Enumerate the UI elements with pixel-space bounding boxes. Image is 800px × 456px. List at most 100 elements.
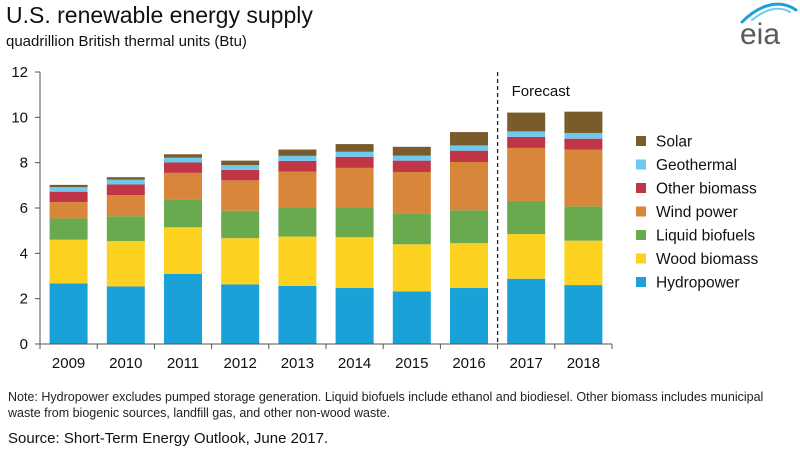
bar-wood-biomass-2014 (335, 237, 374, 289)
bar-hydropower-2012 (221, 284, 260, 344)
bar-solar-2009 (49, 184, 88, 188)
y-tick-label: 10 (11, 109, 28, 126)
bar-other-biomass-2015 (392, 160, 431, 172)
bar-other-biomass-2017 (507, 136, 546, 148)
bar-wood-biomass-2013 (278, 236, 317, 286)
bar-geothermal-2014 (335, 151, 374, 157)
bar-wood-biomass-2017 (507, 234, 546, 279)
legend-swatch (636, 206, 646, 217)
bar-solar-2017 (507, 112, 546, 132)
legend-label: Wood biomass (656, 251, 758, 268)
forecast-label: Forecast (512, 83, 571, 100)
bar-wind-power-2013 (278, 171, 317, 208)
x-tick-label: 2009 (52, 355, 85, 372)
bar-geothermal-2017 (507, 131, 546, 137)
y-axis: 0 2 4 6 8 10 12 (11, 64, 41, 353)
legend-label: Hydropower (656, 275, 740, 292)
bar-other-biomass-2014 (335, 156, 374, 168)
logo-swoosh-inner (751, 7, 791, 21)
bar-hydropower-2011 (164, 273, 202, 344)
forecast-divider: Forecast (496, 72, 571, 344)
bar-geothermal-2010 (106, 179, 145, 185)
bar-liquid-biofuels-2015 (392, 213, 431, 245)
bar-solar-2018 (564, 111, 603, 133)
y-tick-label: 0 (20, 336, 28, 353)
legend-swatch (636, 253, 646, 264)
bar-geothermal-2018 (564, 132, 603, 139)
legend-label: Wind power (656, 204, 738, 221)
bar-liquid-biofuels-2018 (564, 206, 603, 241)
bar-liquid-biofuels-2012 (221, 210, 260, 239)
bar-solar-2011 (164, 154, 202, 158)
bar-other-biomass-2010 (106, 184, 145, 196)
bar-liquid-biofuels-2009 (49, 218, 88, 240)
eia-logo: eia (740, 2, 798, 50)
legend-swatch (636, 136, 646, 146)
bar-solar-2012 (221, 160, 260, 166)
x-tick-label: 2011 (167, 355, 199, 372)
bar-hydropower-2017 (507, 278, 546, 344)
x-tick-label: 2017 (510, 355, 543, 372)
legend: Solar Geothermal Other biomass Wind power Li… (636, 134, 758, 292)
bar-other-biomass-2012 (221, 169, 260, 181)
bar-liquid-biofuels-2017 (507, 200, 546, 235)
bar-solar-2016 (450, 132, 488, 146)
bar-hydropower-2013 (278, 285, 317, 344)
bar-hydropower-2009 (49, 283, 88, 344)
bar-geothermal-2016 (450, 145, 488, 151)
bar-geothermal-2009 (49, 187, 88, 192)
chart-subtitle: quadrillion British thermal units (Btu) (6, 33, 247, 50)
x-tick-label: 2015 (395, 355, 428, 372)
bar-other-biomass-2018 (564, 138, 603, 150)
x-tick-label: 2013 (281, 355, 314, 372)
bar-other-biomass-2013 (278, 160, 317, 172)
bar-liquid-biofuels-2011 (164, 199, 202, 228)
bar-wood-biomass-2010 (106, 241, 145, 287)
chart-note: Note: Hydropower excludes pumped storage… (8, 390, 764, 420)
bar-wind-power-2017 (507, 147, 546, 201)
bar-geothermal-2013 (278, 155, 317, 161)
logo-text: eia (740, 18, 780, 50)
bar-wind-power-2016 (450, 161, 488, 211)
bar-solar-2015 (392, 146, 431, 156)
bar-wood-biomass-2015 (392, 244, 431, 292)
bar-other-biomass-2011 (164, 162, 202, 173)
bar-liquid-biofuels-2010 (106, 216, 145, 242)
bars (49, 111, 603, 344)
bar-solar-2014 (335, 144, 374, 152)
bar-wind-power-2011 (164, 172, 202, 200)
bar-hydropower-2018 (564, 285, 603, 344)
x-tick-label: 2012 (224, 355, 257, 372)
legend-label: Solar (656, 134, 692, 151)
bar-wood-biomass-2016 (450, 243, 488, 289)
legend-label: Other biomass (656, 181, 757, 198)
bar-other-biomass-2009 (49, 191, 88, 203)
x-tick-label: 2016 (452, 355, 485, 372)
legend-swatch (636, 159, 646, 170)
legend-swatch (636, 230, 646, 240)
bar-wind-power-2018 (564, 149, 603, 207)
bar-wood-biomass-2012 (221, 238, 260, 285)
bar-wind-power-2012 (221, 180, 260, 211)
legend-swatch (636, 277, 646, 287)
bar-liquid-biofuels-2013 (278, 208, 317, 237)
bar-wood-biomass-2009 (49, 239, 88, 284)
bar-geothermal-2011 (164, 157, 202, 163)
bar-wind-power-2009 (49, 202, 88, 219)
y-tick-label: 6 (20, 200, 28, 217)
y-tick-label: 8 (20, 155, 28, 172)
bar-wind-power-2010 (106, 195, 145, 217)
bar-geothermal-2015 (392, 155, 431, 161)
bar-wind-power-2014 (335, 167, 374, 208)
bar-liquid-biofuels-2014 (335, 207, 374, 238)
y-tick-label: 12 (11, 64, 28, 81)
bar-hydropower-2015 (392, 291, 431, 344)
legend-swatch (636, 183, 646, 193)
legend-label: Geothermal (656, 157, 737, 174)
bar-solar-2010 (106, 177, 145, 180)
bar-hydropower-2016 (450, 288, 488, 344)
logo-swoosh (740, 2, 798, 24)
bar-other-biomass-2016 (450, 150, 488, 162)
bar-hydropower-2014 (335, 288, 374, 344)
x-axis: 2009 2010 2011 2012 2013 2014 2015 2016 2017 2018 (39, 343, 613, 372)
